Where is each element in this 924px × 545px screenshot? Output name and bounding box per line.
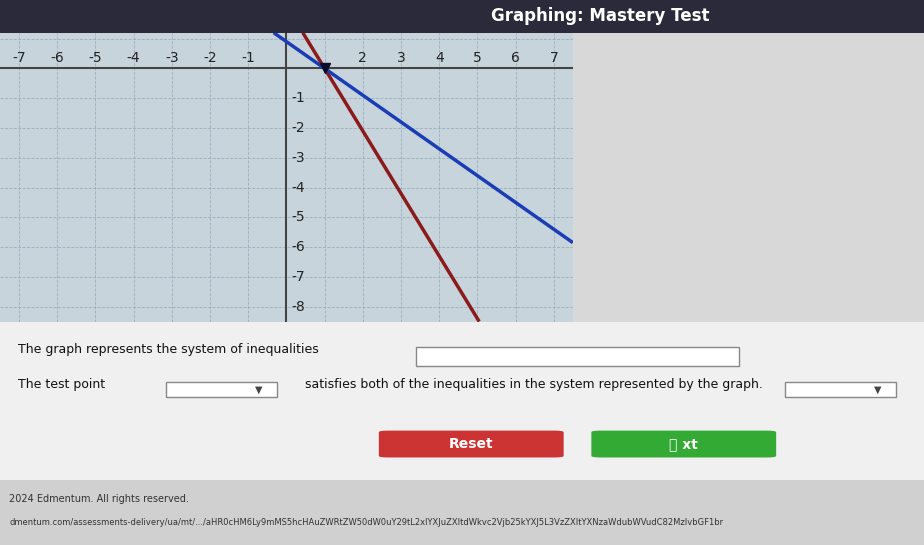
Text: Reset: Reset	[449, 437, 493, 451]
Text: Graphing: Mastery Test: Graphing: Mastery Test	[492, 7, 710, 26]
Text: -4: -4	[127, 51, 140, 65]
Text: dmentum.com/assessments-delivery/ua/mt/.../aHR0cHM6Ly9mMS5hcHAuZWRtZW50dW0uY29tL: dmentum.com/assessments-delivery/ua/mt/.…	[9, 518, 723, 526]
Text: 3: 3	[396, 51, 406, 65]
FancyBboxPatch shape	[416, 347, 739, 366]
Text: -2: -2	[203, 51, 217, 65]
Text: -3: -3	[291, 151, 305, 165]
Text: ▼: ▼	[874, 385, 881, 395]
Text: -5: -5	[291, 210, 305, 225]
Text: 2: 2	[359, 51, 367, 65]
Text: -2: -2	[291, 121, 305, 135]
Text: The test point: The test point	[18, 378, 105, 391]
Text: -3: -3	[165, 51, 178, 65]
Text: 👍 xt: 👍 xt	[669, 437, 699, 451]
Text: satisfies both of the inequalities in the system represented by the graph.: satisfies both of the inequalities in th…	[305, 378, 763, 391]
Text: -7: -7	[291, 270, 305, 284]
Text: The graph represents the system of inequalities: The graph represents the system of inequ…	[18, 343, 319, 356]
Text: -6: -6	[51, 51, 64, 65]
FancyBboxPatch shape	[785, 382, 896, 397]
FancyBboxPatch shape	[166, 382, 277, 397]
Text: -7: -7	[12, 51, 26, 65]
Text: 5: 5	[473, 51, 481, 65]
Text: -8: -8	[291, 300, 305, 314]
Text: -5: -5	[89, 51, 103, 65]
Text: -1: -1	[291, 91, 305, 105]
Text: 4: 4	[435, 51, 444, 65]
FancyBboxPatch shape	[591, 431, 776, 457]
Text: 6: 6	[511, 51, 520, 65]
FancyBboxPatch shape	[379, 431, 564, 457]
Text: 7: 7	[550, 51, 558, 65]
Text: -1: -1	[241, 51, 255, 65]
Text: ▼: ▼	[255, 385, 262, 395]
Text: -4: -4	[291, 180, 305, 195]
Text: -6: -6	[291, 240, 305, 254]
Text: 2024 Edmentum. All rights reserved.: 2024 Edmentum. All rights reserved.	[9, 494, 189, 504]
